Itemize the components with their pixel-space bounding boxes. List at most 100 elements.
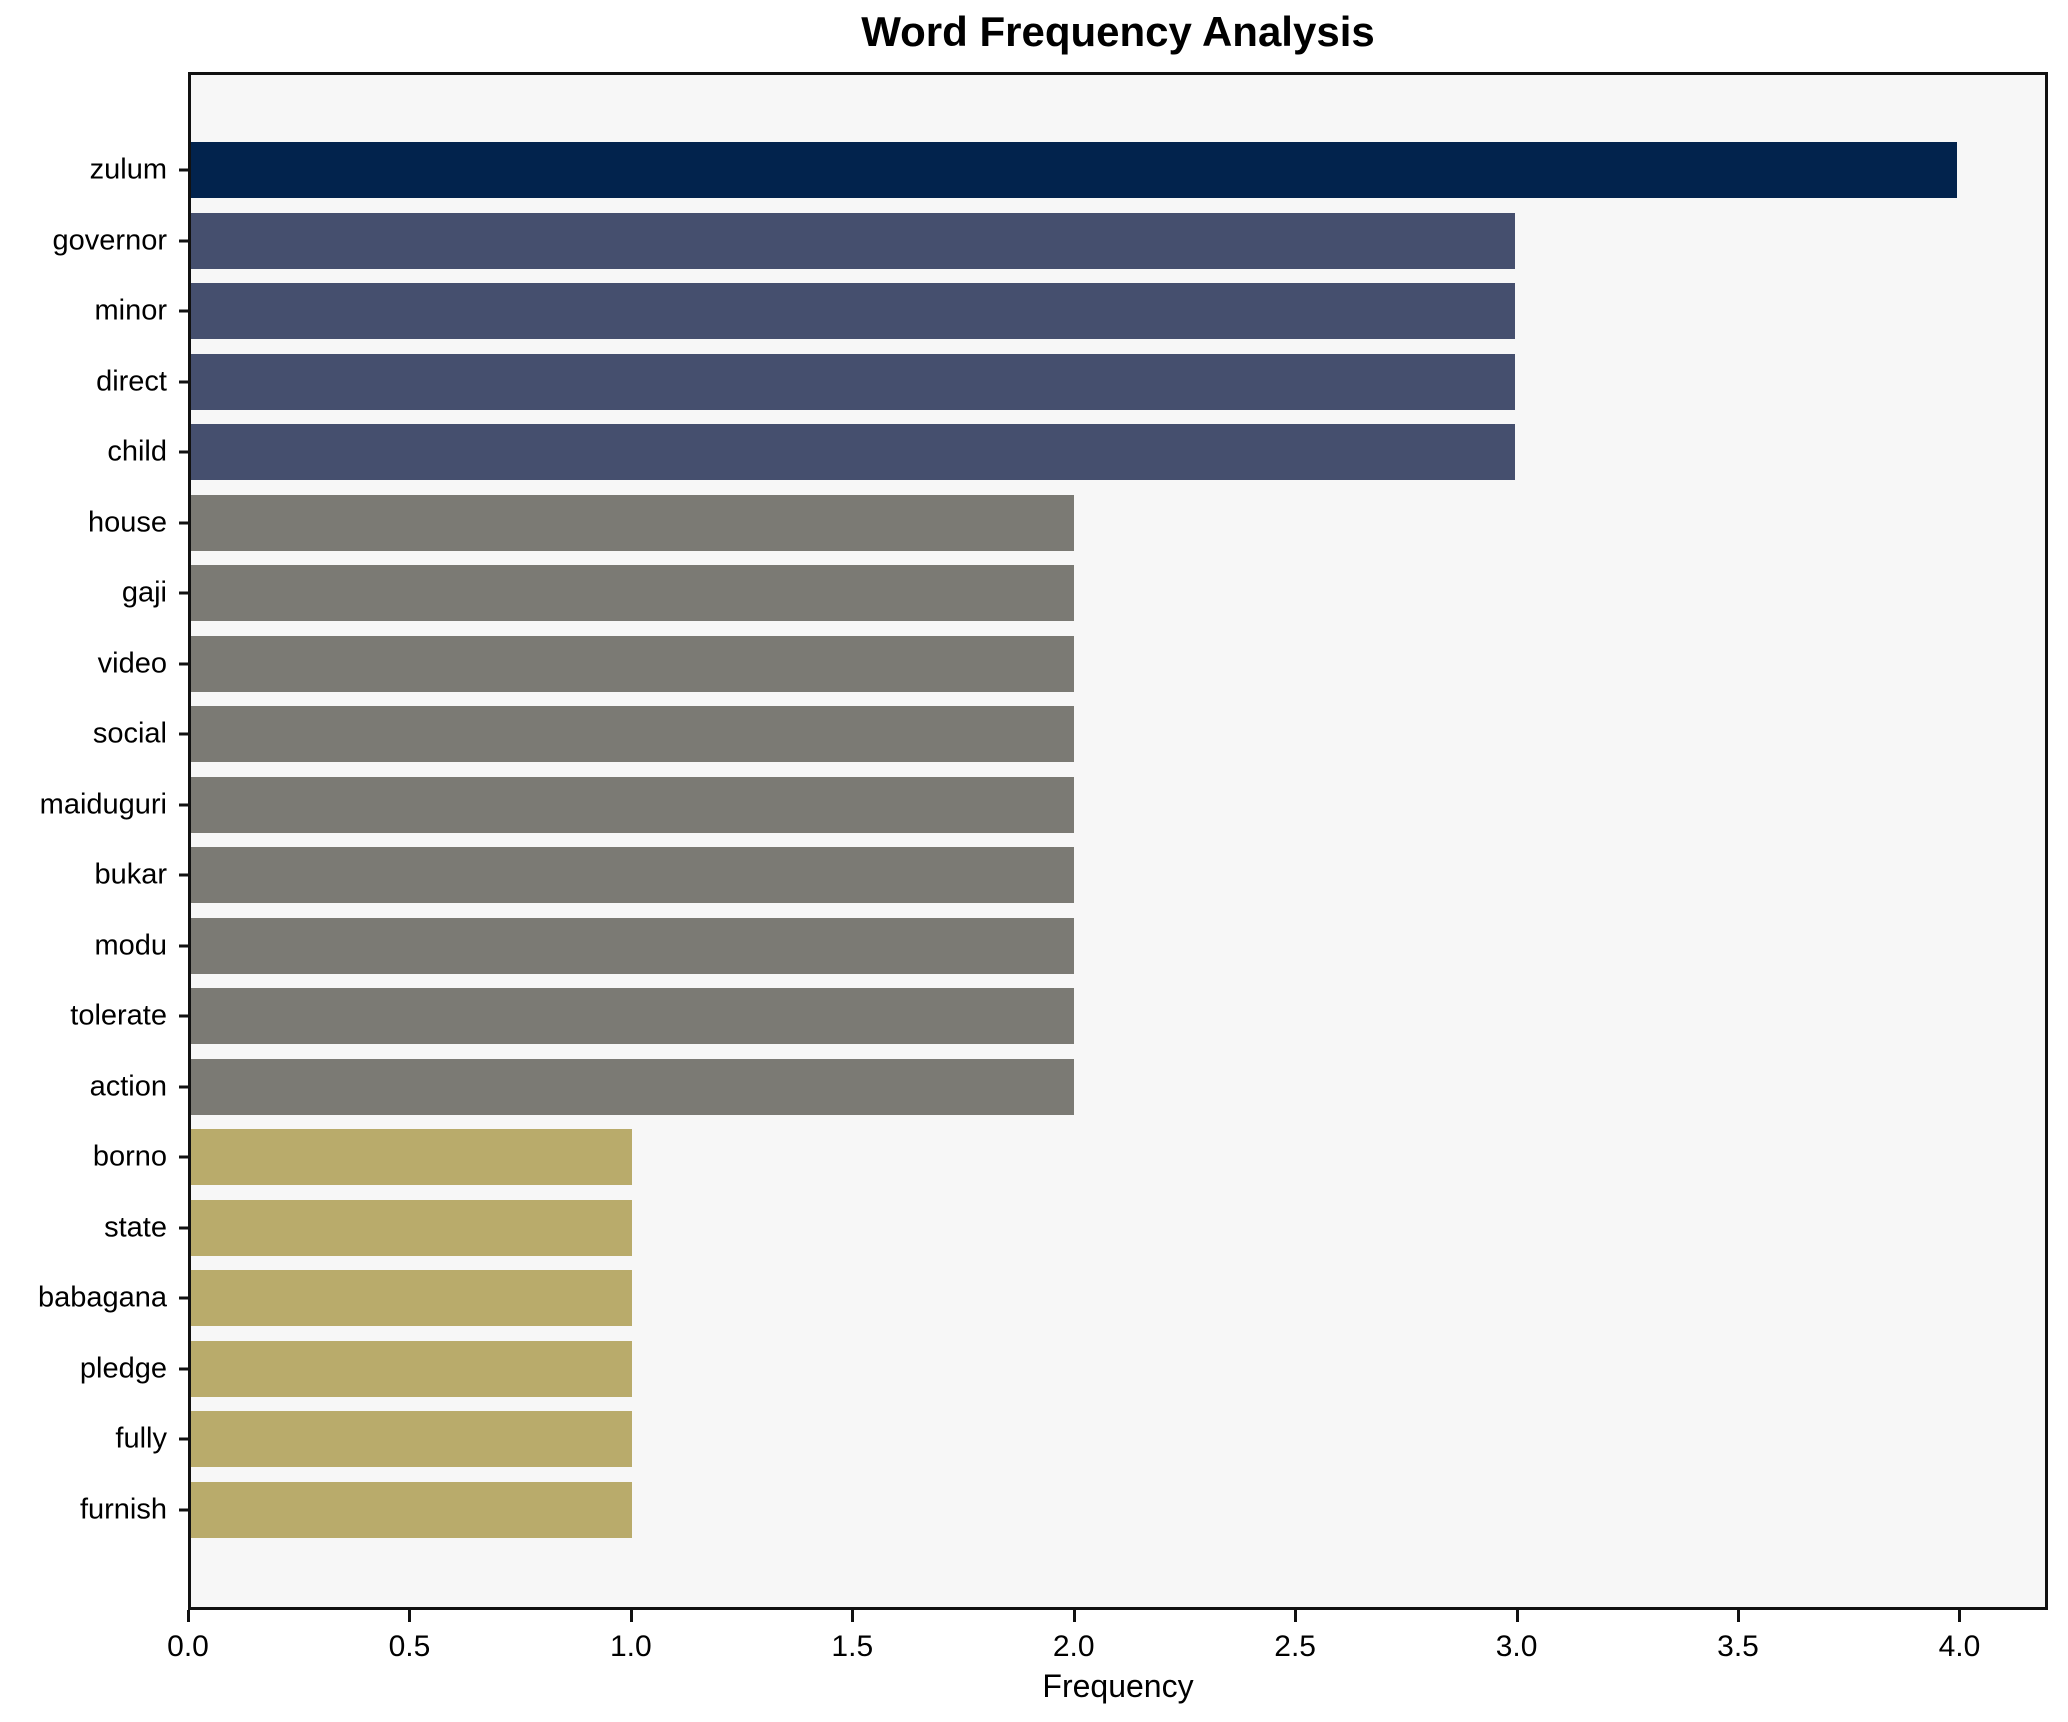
x-tick-mark — [1294, 1610, 1298, 1622]
y-tick-label-direct: direct — [96, 365, 167, 398]
y-tick-mark — [179, 239, 191, 243]
x-tick-label-0.0: 0.0 — [167, 1630, 209, 1663]
y-tick-label-furnish: furnish — [79, 1493, 167, 1526]
bar-row-action: action — [90, 1052, 2045, 1123]
x-tick-mark — [629, 1610, 633, 1622]
bar-row-child: child — [107, 417, 2045, 488]
bar-row-modu: modu — [94, 911, 2045, 982]
bar-row-minor: minor — [94, 276, 2045, 347]
y-tick-label-babagana: babagana — [37, 1281, 167, 1314]
x-tick-label-2.0: 2.0 — [1052, 1630, 1095, 1663]
bar-modu — [191, 917, 1074, 974]
chart-title: Word Frequency Analysis — [861, 8, 1375, 55]
bar-house — [191, 494, 1074, 551]
bar-row-gaji: gaji — [122, 558, 2045, 629]
y-tick-mark — [179, 309, 191, 313]
bar-babagana — [191, 1270, 633, 1327]
x-tick-mark — [1958, 1610, 1962, 1622]
bar-governor — [191, 212, 1516, 269]
x-axis: 0.0 0.5 1.0 1.5 2.0 2.5 3.0 3.5 4.0 — [167, 1610, 2048, 1680]
y-tick-mark — [179, 944, 191, 948]
x-tick-mark — [408, 1610, 412, 1622]
bar-row-governor: governor — [53, 206, 2045, 277]
y-tick-label-modu: modu — [94, 929, 167, 962]
bar-video — [191, 635, 1074, 692]
y-tick-mark — [179, 732, 191, 736]
x-tick-label-4.0: 4.0 — [1938, 1630, 1981, 1663]
bar-state — [191, 1199, 633, 1256]
bar-row-social: social — [93, 699, 2045, 770]
y-tick-label-state: state — [104, 1211, 167, 1244]
y-tick-mark — [179, 873, 191, 877]
y-tick-mark — [179, 168, 191, 172]
bar-row-furnish: furnish — [80, 1475, 2045, 1546]
bar-bukar — [191, 847, 1074, 904]
bar-pledge — [191, 1340, 633, 1397]
bar-action — [191, 1058, 1074, 1115]
x-tick-label-1.5: 1.5 — [831, 1630, 874, 1663]
bar-row-state: state — [104, 1193, 2045, 1264]
y-tick-mark — [179, 1508, 191, 1512]
bar-furnish — [191, 1481, 633, 1538]
bar-minor — [191, 283, 1516, 340]
bar-zulum — [191, 142, 1957, 199]
y-tick-mark — [179, 1367, 191, 1371]
bar-gaji — [191, 565, 1074, 622]
bar-row-bukar: bukar — [94, 840, 2045, 911]
x-tick-mark — [851, 1610, 855, 1622]
y-tick-label-governor: governor — [52, 224, 167, 257]
bar-row-fully: fully — [115, 1404, 2045, 1475]
y-tick-mark — [179, 450, 191, 454]
bar-maiduguri — [191, 776, 1074, 833]
bar-child — [191, 424, 1516, 481]
y-tick-mark — [179, 1437, 191, 1441]
y-tick-label-house: house — [87, 506, 167, 539]
y-tick-label-action: action — [89, 1070, 167, 1103]
bar-row-direct: direct — [96, 347, 2045, 418]
bar-row-tolerate: tolerate — [70, 981, 2045, 1052]
bars-region: zulum governor minor direct child house gaji vi… — [38, 135, 2045, 1546]
y-tick-mark — [179, 380, 191, 384]
y-tick-label-tolerate: tolerate — [70, 999, 167, 1032]
bar-row-babagana: babagana — [38, 1263, 2045, 1334]
y-tick-label-video: video — [97, 647, 167, 680]
y-tick-label-minor: minor — [94, 294, 167, 327]
bar-row-video: video — [98, 629, 2045, 700]
x-tick-mark — [1737, 1610, 1740, 1622]
bar-row-zulum: zulum — [90, 135, 2045, 206]
x-tick-label-0.5: 0.5 — [388, 1630, 431, 1663]
y-tick-label-bukar: bukar — [94, 858, 167, 891]
y-tick-mark — [179, 662, 191, 666]
bar-direct — [191, 353, 1516, 410]
y-tick-mark — [179, 803, 191, 807]
bar-fully — [191, 1411, 633, 1468]
y-tick-label-fully: fully — [115, 1422, 167, 1455]
y-tick-label-zulum: zulum — [89, 153, 167, 186]
x-tick-mark — [1515, 1610, 1519, 1622]
y-tick-mark — [179, 1085, 191, 1089]
y-tick-mark — [179, 1014, 191, 1018]
y-tick-mark — [179, 521, 191, 525]
y-tick-label-maiduguri: maiduguri — [39, 788, 167, 821]
y-tick-mark — [179, 1226, 191, 1230]
y-tick-mark — [179, 1155, 191, 1159]
y-tick-label-social: social — [92, 717, 167, 750]
bar-row-maiduguri: maiduguri — [40, 770, 2045, 841]
bar-row-house: house — [88, 488, 2045, 559]
x-tick-label-1.0: 1.0 — [609, 1630, 652, 1663]
y-tick-label-pledge: pledge — [79, 1352, 167, 1385]
x-tick-label-2.5: 2.5 — [1274, 1630, 1316, 1663]
bar-borno — [191, 1129, 633, 1186]
bar-row-pledge: pledge — [80, 1334, 2045, 1405]
bar-row-borno: borno — [93, 1122, 2045, 1193]
y-tick-label-borno: borno — [92, 1140, 167, 1173]
plot-area: zulum governor minor direct child house gaji vi… — [38, 72, 2048, 1610]
bar-social — [191, 706, 1074, 763]
x-tick-label-3.5: 3.5 — [1717, 1630, 1759, 1663]
x-tick-mark — [187, 1610, 190, 1622]
x-tick-label-3.0: 3.0 — [1495, 1630, 1538, 1663]
bar-tolerate — [191, 988, 1074, 1045]
y-tick-mark — [179, 1296, 191, 1300]
y-tick-label-gaji: gaji — [121, 576, 167, 609]
